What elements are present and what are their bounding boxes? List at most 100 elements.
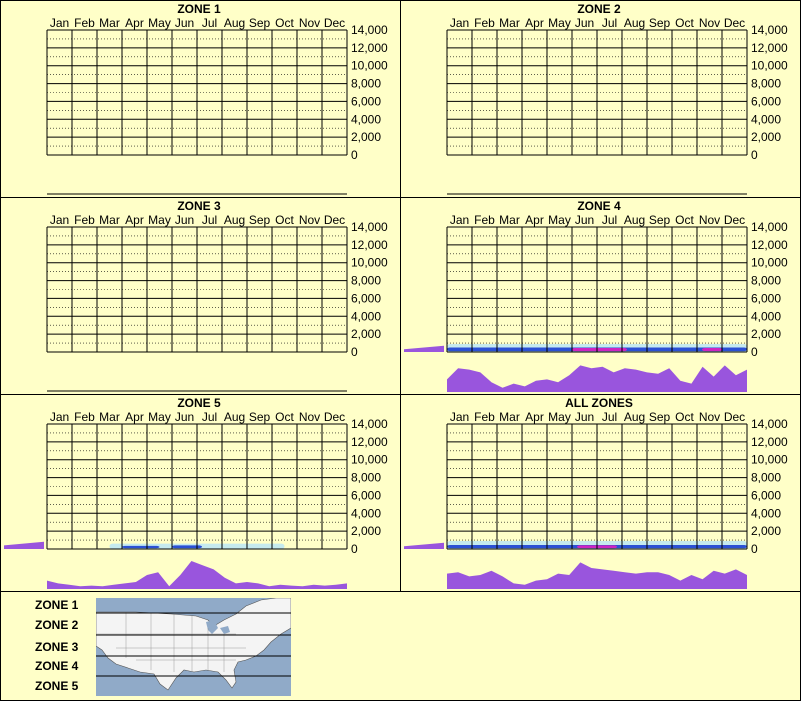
month-label-dec: Dec <box>724 16 745 30</box>
y-tick-label: 8,000 <box>351 274 381 288</box>
month-label-dec: Dec <box>724 213 745 227</box>
month-label-feb: Feb <box>74 410 95 424</box>
y-tick-label: 14,000 <box>351 417 388 431</box>
monthly-profile-area <box>47 561 347 589</box>
monthly-profile-area <box>447 562 747 589</box>
y-tick-label: 12,000 <box>351 238 388 252</box>
us-map-icon <box>96 598 291 696</box>
month-label-oct: Oct <box>275 410 294 424</box>
y-tick-label: 10,000 <box>351 256 388 270</box>
map-great-lakes <box>206 620 230 634</box>
month-label-sep: Sep <box>649 213 671 227</box>
y-tick-label: 4,000 <box>751 112 781 126</box>
y-tick-label: 10,000 <box>351 453 388 467</box>
month-label-jun: Jun <box>575 410 594 424</box>
y-tick-label: 2,000 <box>351 327 381 341</box>
heat-band-2 <box>122 545 160 549</box>
month-label-may: May <box>548 213 571 227</box>
month-label-jun: Jun <box>175 16 194 30</box>
month-label-feb: Feb <box>474 213 495 227</box>
y-tick-label: 8,000 <box>751 471 781 485</box>
month-label-mar: Mar <box>99 16 120 30</box>
month-label-oct: Oct <box>675 410 694 424</box>
legend-zone-4: ZONE 4 <box>35 659 79 673</box>
y-tick-label: 10,000 <box>751 59 788 73</box>
heat-band-3 <box>572 347 627 352</box>
elevation-profile <box>404 345 444 352</box>
month-label-dec: Dec <box>724 410 745 424</box>
heat-band-4 <box>702 347 722 352</box>
month-label-nov: Nov <box>699 410 720 424</box>
map-land <box>96 598 291 691</box>
chart-panel-5: ZONE 5 Jan Feb Mar Apr May Jun Jul Aug Sep Oct Nov D… <box>4 396 388 589</box>
y-tick-label: 0 <box>351 148 358 162</box>
y-tick-label: 2,000 <box>351 130 381 144</box>
legend-zone-3: ZONE 3 <box>35 640 79 654</box>
month-label-aug: Aug <box>224 16 245 30</box>
month-label-apr: Apr <box>125 410 144 424</box>
month-label-apr: Apr <box>125 16 144 30</box>
month-label-oct: Oct <box>275 213 294 227</box>
y-tick-label: 12,000 <box>351 435 388 449</box>
y-tick-label: 6,000 <box>351 94 381 108</box>
month-label-oct: Oct <box>675 213 694 227</box>
chart-panel-2: ZONE 2 Jan Feb Mar Apr May Jun Jul Aug Sep Oct Nov D… <box>446 2 788 195</box>
y-tick-label: 2,000 <box>751 130 781 144</box>
y-tick-label: 8,000 <box>351 471 381 485</box>
month-label-jan: Jan <box>50 213 69 227</box>
y-tick-label: 10,000 <box>751 256 788 270</box>
month-label-oct: Oct <box>275 16 294 30</box>
elevation-profile <box>4 541 44 549</box>
legend-zone-1: ZONE 1 <box>35 598 79 612</box>
month-label-mar: Mar <box>499 213 520 227</box>
month-label-jul: Jul <box>602 16 617 30</box>
y-tick-label: 0 <box>351 345 358 359</box>
month-label-jan: Jan <box>450 410 469 424</box>
y-tick-label: 12,000 <box>751 41 788 55</box>
month-label-aug: Aug <box>624 16 645 30</box>
month-label-nov: Nov <box>299 16 320 30</box>
y-tick-label: 14,000 <box>751 417 788 431</box>
month-label-apr: Apr <box>525 410 544 424</box>
month-label-jul: Jul <box>202 16 217 30</box>
y-tick-label: 6,000 <box>351 488 381 502</box>
chart-panel-3: ZONE 3 Jan Feb Mar Apr May Jun Jul Aug Sep Oct Nov D… <box>46 199 388 392</box>
panel-title: ZONE 1 <box>177 2 221 16</box>
panel-title: ZONE 2 <box>577 2 621 16</box>
y-tick-label: 2,000 <box>751 327 781 341</box>
month-label-sep: Sep <box>249 410 271 424</box>
month-label-jul: Jul <box>602 213 617 227</box>
chart-panel-6: ALL ZONES Jan Feb Mar Apr May Jun Jul Aug Sep Oct N… <box>404 396 788 589</box>
month-label-sep: Sep <box>649 16 671 30</box>
y-tick-label: 10,000 <box>351 59 388 73</box>
month-label-feb: Feb <box>74 16 95 30</box>
month-label-apr: Apr <box>525 213 544 227</box>
month-label-may: May <box>148 410 171 424</box>
y-tick-label: 0 <box>751 345 758 359</box>
month-label-may: May <box>548 16 571 30</box>
y-tick-label: 4,000 <box>351 506 381 520</box>
month-label-sep: Sep <box>249 213 271 227</box>
month-label-jun: Jun <box>175 410 194 424</box>
month-label-dec: Dec <box>324 213 345 227</box>
month-label-apr: Apr <box>525 16 544 30</box>
y-tick-label: 0 <box>751 148 758 162</box>
month-label-jun: Jun <box>575 213 594 227</box>
month-label-jan: Jan <box>450 213 469 227</box>
y-tick-label: 12,000 <box>751 435 788 449</box>
month-label-dec: Dec <box>324 410 345 424</box>
month-label-apr: Apr <box>125 213 144 227</box>
month-label-jan: Jan <box>50 410 69 424</box>
y-tick-label: 10,000 <box>751 453 788 467</box>
panel-title: ZONE 4 <box>577 199 621 213</box>
month-label-aug: Aug <box>224 410 245 424</box>
month-label-aug: Aug <box>624 410 645 424</box>
month-label-jan: Jan <box>450 16 469 30</box>
month-label-mar: Mar <box>499 410 520 424</box>
y-tick-label: 4,000 <box>351 112 381 126</box>
panel-title: ZONE 3 <box>177 199 221 213</box>
month-label-jul: Jul <box>602 410 617 424</box>
y-tick-label: 6,000 <box>751 291 781 305</box>
y-tick-label: 6,000 <box>351 291 381 305</box>
